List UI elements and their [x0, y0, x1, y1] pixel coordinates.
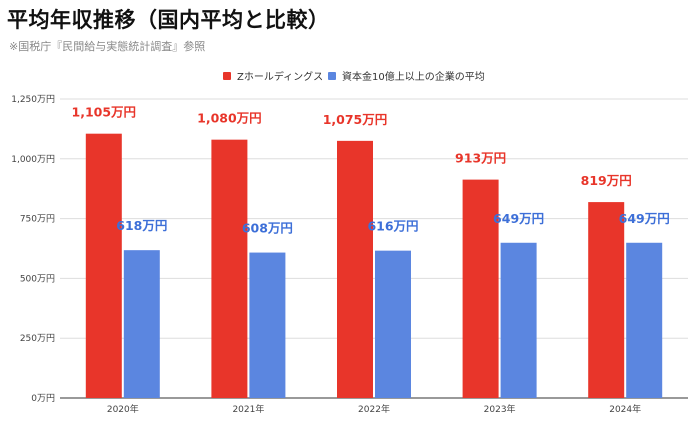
data-label: 1,080万円 [197, 111, 262, 126]
y-tick-label: 500万円 [20, 273, 55, 284]
legend-swatch-blue [328, 71, 336, 80]
y-tick-label: 1,000万円 [11, 154, 55, 165]
bar-z-holdings [462, 179, 499, 398]
y-tick-label: 0万円 [31, 393, 55, 404]
data-label: 618万円 [116, 218, 167, 233]
legend-label: Zホールディングス [237, 72, 324, 83]
y-tick-label: 250万円 [20, 333, 55, 344]
data-label: 616万円 [367, 219, 418, 234]
legend-label: 資本金10億上以上の企業の平均 [342, 72, 485, 83]
bar-average [123, 250, 160, 398]
data-label: 649万円 [619, 211, 670, 226]
bar-z-holdings [588, 202, 625, 398]
x-tick-label: 2024年 [609, 403, 641, 415]
chart-subtitle: ※国税庁『民間給与実態統計調査』参照 [9, 40, 206, 53]
chart-legend: Zホールディングス 資本金10億上以上の企業の平均 [0, 68, 700, 83]
bar-average [626, 242, 663, 398]
x-tick-label: 2020年 [107, 403, 139, 415]
bar-average [249, 252, 286, 398]
legend-swatch-red [223, 71, 231, 80]
legend-item-z-holdings: Zホールディングス [223, 68, 323, 83]
x-tick-label: 2023年 [484, 403, 516, 415]
bar-z-holdings [337, 140, 373, 399]
x-tick-label: 2021年 [232, 403, 264, 415]
chart-title: 平均年収推移（国内平均と比較） [7, 8, 330, 32]
data-label: 649万円 [493, 211, 544, 226]
x-tick-label: 2022年 [358, 403, 390, 415]
data-label: 913万円 [455, 151, 506, 166]
bar-z-holdings [211, 139, 248, 398]
data-label: 1,075万円 [323, 112, 388, 127]
bar-average [375, 250, 411, 398]
y-tick-label: 1,250万円 [11, 94, 55, 105]
data-label: 608万円 [242, 221, 293, 236]
legend-item-average: 資本金10億上以上の企業の平均 [328, 68, 485, 83]
bar-z-holdings [85, 133, 122, 398]
y-tick-label: 750万円 [20, 214, 55, 225]
data-label: 819万円 [581, 173, 632, 188]
data-label: 1,105万円 [72, 105, 137, 120]
bar-average [500, 242, 537, 398]
